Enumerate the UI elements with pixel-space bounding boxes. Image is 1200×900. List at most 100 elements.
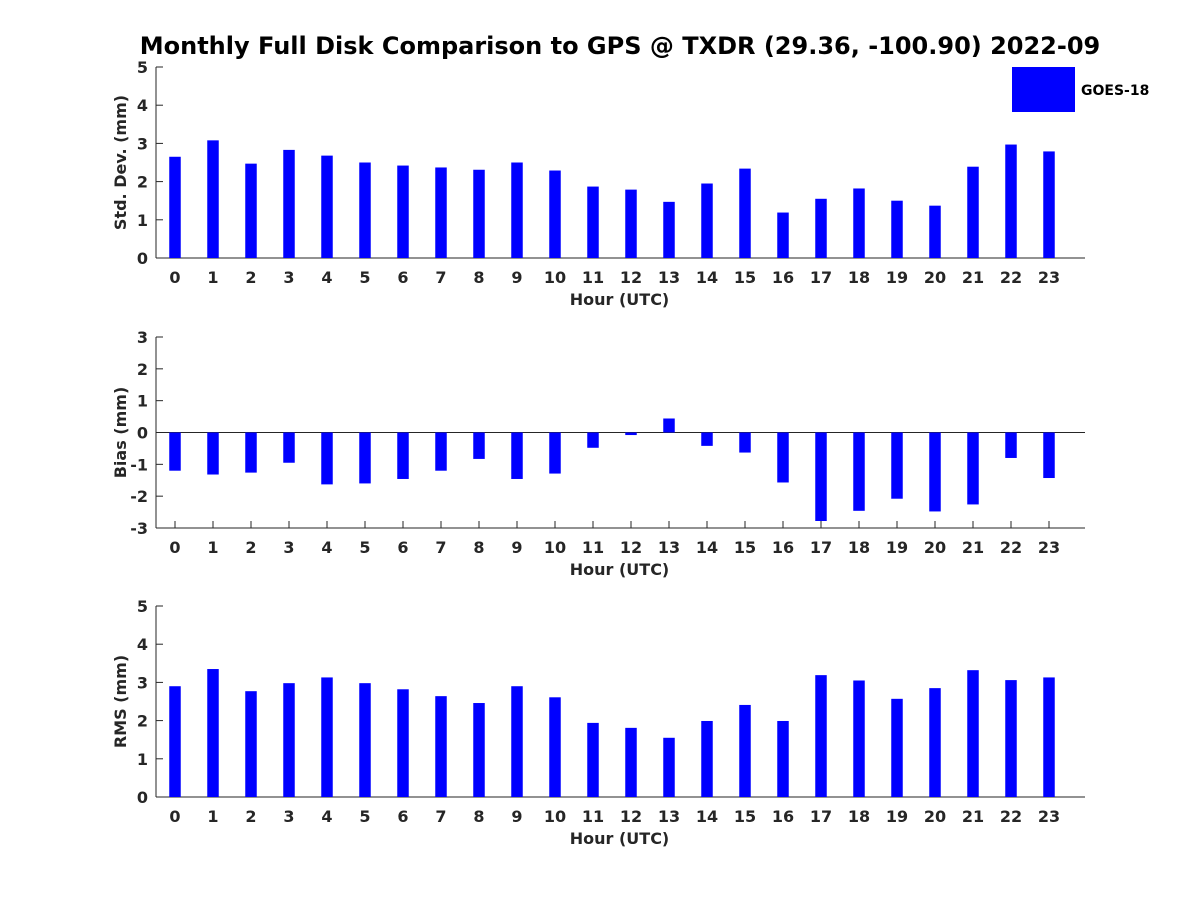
rms-x-tick-label: 7 xyxy=(435,807,446,826)
legend-swatch xyxy=(1012,67,1075,112)
bias-bar xyxy=(815,432,827,521)
std-dev-bar xyxy=(701,183,713,258)
std-dev-x-tick-label: 20 xyxy=(924,268,946,287)
rms-y-tick-label: 3 xyxy=(137,673,148,692)
rms-x-tick-label: 12 xyxy=(620,807,642,826)
rms-bar xyxy=(663,737,675,797)
rms-x-tick-label: 2 xyxy=(245,807,256,826)
bias-bar xyxy=(587,432,599,448)
std-dev-x-tick-label: 10 xyxy=(544,268,566,287)
bias-x-tick-label: 6 xyxy=(397,538,408,557)
std-dev-x-tick-label: 18 xyxy=(848,268,870,287)
bias-y-axis-label: Bias (mm) xyxy=(111,387,130,479)
std-dev-x-tick-label: 6 xyxy=(397,268,408,287)
bias-x-tick-label: 4 xyxy=(321,538,332,557)
bias-x-tick-label: 7 xyxy=(435,538,446,557)
rms-x-tick-label: 13 xyxy=(658,807,680,826)
rms-x-tick-label: 19 xyxy=(886,807,908,826)
std-dev-bar xyxy=(1005,144,1017,258)
bias-bar xyxy=(169,432,181,471)
std-dev-bar xyxy=(1043,151,1055,258)
std-dev-y-tick-label: 5 xyxy=(137,58,148,77)
std-dev-bar xyxy=(169,156,181,258)
bias-x-tick-label: 22 xyxy=(1000,538,1022,557)
std-dev-bar xyxy=(207,140,219,258)
rms-x-tick-label: 4 xyxy=(321,807,332,826)
rms-x-tick-label: 11 xyxy=(582,807,604,826)
rms-y-tick-label: 1 xyxy=(137,750,148,769)
std-dev-bar xyxy=(511,162,523,258)
std-dev-bar xyxy=(359,162,371,258)
std-dev-x-tick-label: 2 xyxy=(245,268,256,287)
rms-x-tick-label: 1 xyxy=(207,807,218,826)
rms-x-tick-label: 5 xyxy=(359,807,370,826)
rms-bar xyxy=(625,727,637,797)
std-dev-bar xyxy=(435,167,447,258)
rms-x-tick-label: 3 xyxy=(283,807,294,826)
std-dev-x-tick-label: 7 xyxy=(435,268,446,287)
bias-bar xyxy=(207,432,219,475)
rms-bar xyxy=(967,670,979,797)
rms-x-tick-label: 6 xyxy=(397,807,408,826)
bias-bar xyxy=(321,432,333,485)
bias-bar xyxy=(435,432,447,471)
rms-bar xyxy=(777,720,789,797)
std-dev-x-tick-label: 22 xyxy=(1000,268,1022,287)
rms-x-tick-label: 9 xyxy=(511,807,522,826)
bias-x-tick-label: 13 xyxy=(658,538,680,557)
bias-bar xyxy=(473,432,485,459)
rms-x-tick-label: 21 xyxy=(962,807,984,826)
rms-bar xyxy=(929,688,941,797)
rms-x-tick-label: 14 xyxy=(696,807,718,826)
std-dev-bar xyxy=(397,165,409,258)
rms-bar xyxy=(435,696,447,797)
rms-bar xyxy=(245,691,257,797)
std-dev-y-tick-label: 4 xyxy=(137,96,148,115)
rms-x-tick-label: 20 xyxy=(924,807,946,826)
rms-y-tick-label: 4 xyxy=(137,635,148,654)
rms-bar xyxy=(891,698,903,797)
rms-x-tick-label: 8 xyxy=(473,807,484,826)
std-dev-bar xyxy=(473,169,485,258)
bias-x-tick-label: 14 xyxy=(696,538,718,557)
bias-x-tick-label: 21 xyxy=(962,538,984,557)
rms-y-tick-label: 2 xyxy=(137,712,148,731)
bias-x-tick-label: 23 xyxy=(1038,538,1060,557)
std-dev-x-tick-label: 13 xyxy=(658,268,680,287)
std-dev-bar xyxy=(245,163,257,258)
rms-bar xyxy=(207,669,219,797)
std-dev-x-tick-label: 16 xyxy=(772,268,794,287)
bias-bar xyxy=(967,432,979,505)
rms-bar xyxy=(1043,677,1055,797)
std-dev-y-tick-label: 2 xyxy=(137,173,148,192)
rms-x-axis-label: Hour (UTC) xyxy=(570,829,670,848)
bias-x-tick-label: 12 xyxy=(620,538,642,557)
rms-bar xyxy=(397,689,409,797)
bias-x-tick-label: 17 xyxy=(810,538,832,557)
rms-x-tick-label: 0 xyxy=(169,807,180,826)
bias-bar xyxy=(1043,432,1055,479)
bias-y-tick-label: -3 xyxy=(130,519,148,538)
rms-x-tick-label: 16 xyxy=(772,807,794,826)
std-dev-x-tick-label: 11 xyxy=(582,268,604,287)
rms-y-tick-label: 5 xyxy=(137,597,148,616)
std-dev-bar xyxy=(777,212,789,258)
std-dev-x-axis-label: Hour (UTC) xyxy=(570,290,670,309)
rms-x-tick-label: 23 xyxy=(1038,807,1060,826)
std-dev-x-tick-label: 0 xyxy=(169,268,180,287)
std-dev-bar xyxy=(815,198,827,258)
bias-bar xyxy=(701,432,713,446)
std-dev-bar xyxy=(891,200,903,258)
bias-x-axis-label: Hour (UTC) xyxy=(570,560,670,579)
rms-y-tick-label: 0 xyxy=(137,788,148,807)
rms-bar xyxy=(701,720,713,797)
rms-bar xyxy=(549,697,561,797)
bias-y-tick-label: -2 xyxy=(130,487,148,506)
std-dev-x-tick-label: 5 xyxy=(359,268,370,287)
std-dev-bar xyxy=(967,166,979,258)
std-dev-x-tick-label: 19 xyxy=(886,268,908,287)
std-dev-bar xyxy=(739,168,751,258)
